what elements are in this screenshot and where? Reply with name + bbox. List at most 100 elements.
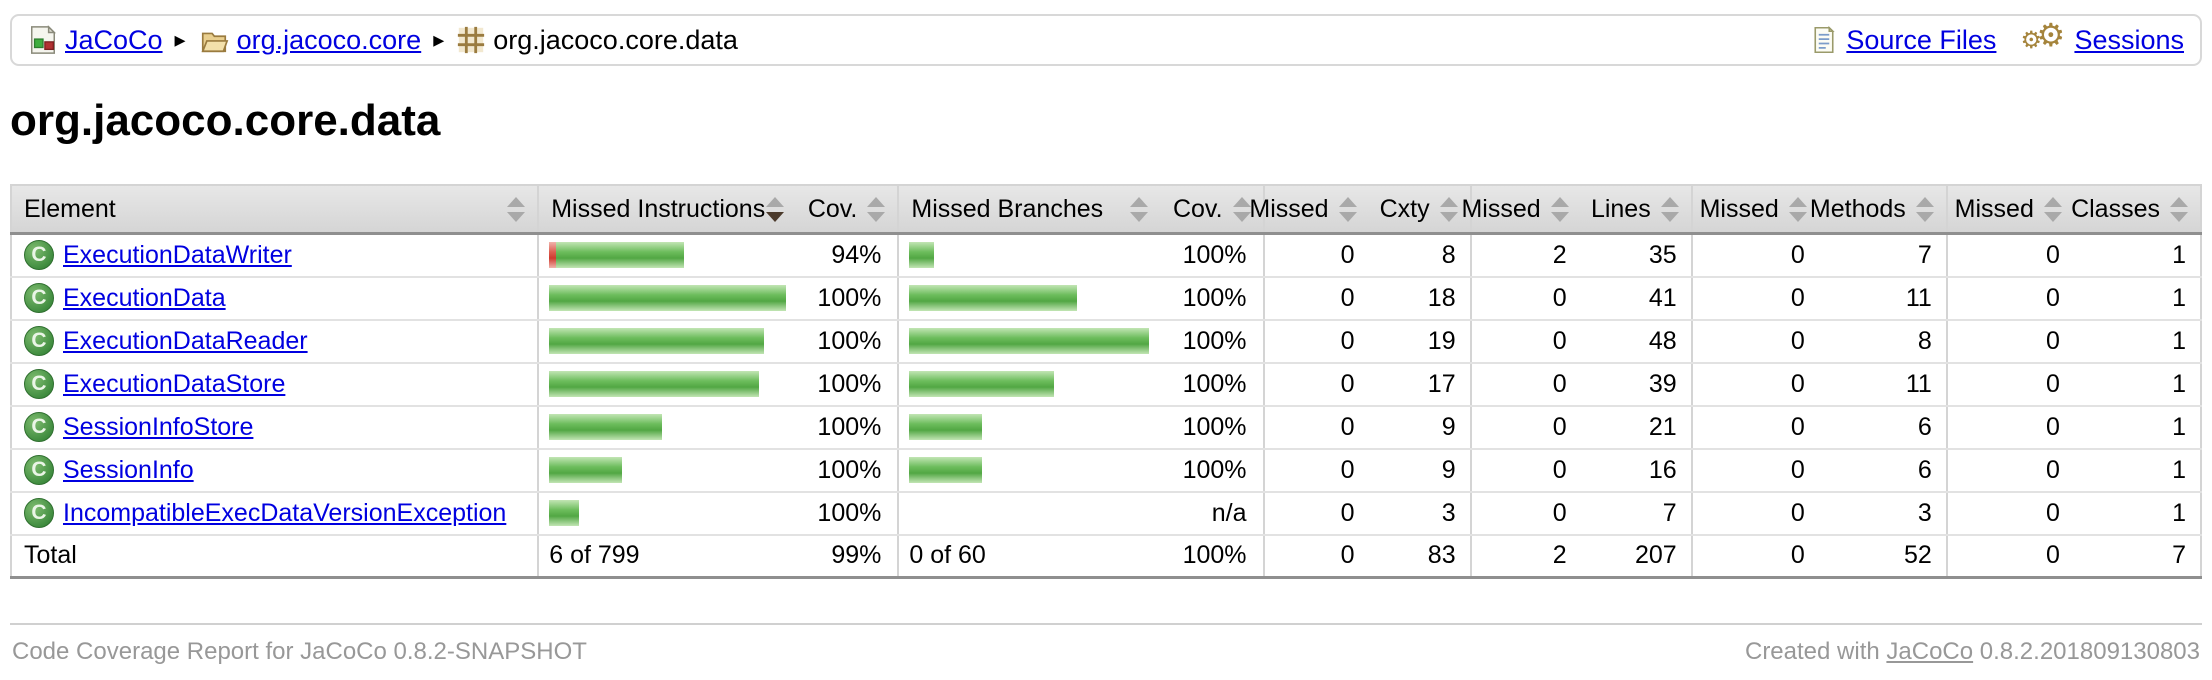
classes: 1	[2073, 319, 2201, 364]
instructions-bar	[537, 276, 797, 321]
branch-coverage: 100%	[1160, 233, 1264, 278]
class-link[interactable]: SessionInfoStore	[63, 412, 254, 441]
lines: 41	[1580, 276, 1692, 321]
column-header-classes[interactable]: Classes	[2071, 185, 2201, 235]
sort-icon	[1130, 196, 1149, 222]
footer-created-prefix: Created with	[1744, 638, 1887, 665]
missed-lines: 2	[1469, 233, 1581, 278]
column-label: Lines	[1590, 194, 1651, 223]
class-icon: C	[24, 240, 54, 271]
methods: 6	[1818, 448, 1947, 493]
column-label: Missed	[1461, 194, 1541, 223]
class-icon: C	[24, 498, 54, 528]
instructions-bar	[537, 319, 797, 364]
sort-icon	[1788, 196, 1807, 222]
missed-cxty: 0	[1262, 276, 1369, 321]
sessions-link[interactable]: Sessions	[2074, 24, 2184, 55]
column-header-methods[interactable]: Methods	[1810, 185, 1947, 235]
column-header-missed-branches[interactable]: Missed Branches	[897, 185, 1161, 235]
methods: 6	[1818, 405, 1947, 450]
missed-lines: 0	[1469, 362, 1581, 407]
column-label: Missed Instructions	[551, 194, 766, 223]
column-label: Missed	[1954, 194, 2034, 223]
class-link[interactable]: ExecutionDataWriter	[63, 240, 292, 269]
column-header-missed-instructions[interactable]: Missed Instructions	[537, 185, 797, 235]
missed-cxty: 0	[1262, 491, 1369, 536]
lines: 16	[1580, 448, 1692, 493]
sort-icon	[1338, 196, 1357, 222]
branches-bar	[897, 276, 1161, 321]
instructions-bar	[537, 362, 797, 407]
missed-lines: 0	[1469, 491, 1581, 536]
total-missed-classes: 0	[1945, 533, 2074, 579]
instruction-coverage: 100%	[796, 491, 899, 536]
total-classes: 7	[2073, 533, 2201, 579]
methods: 8	[1818, 319, 1947, 364]
column-label: Classes	[2071, 194, 2160, 223]
total-row: Total 6 of 799 99% 0 of 60 100% 0 83 2 2…	[11, 533, 2201, 579]
total-lines: 207	[1580, 533, 1692, 579]
classes: 1	[2073, 362, 2201, 407]
class-link[interactable]: ExecutionData	[63, 283, 226, 312]
classes: 1	[2073, 233, 2201, 278]
column-header-element[interactable]: Element	[11, 185, 539, 235]
class-link[interactable]: ExecutionDataStore	[63, 369, 286, 398]
sort-icon	[2170, 196, 2188, 222]
footer-jacoco-link[interactable]: JaCoCo	[1886, 638, 1974, 665]
methods: 3	[1818, 491, 1947, 536]
branch-coverage: 100%	[1160, 276, 1264, 321]
breadcrumb-separator-icon: ▸	[174, 27, 186, 52]
missed-cxty: 0	[1262, 362, 1369, 407]
methods: 11	[1818, 362, 1947, 407]
class-link[interactable]: ExecutionDataReader	[63, 326, 308, 355]
class-icon: C	[24, 326, 54, 356]
branches-bar	[897, 233, 1161, 278]
instructions-bar	[537, 448, 797, 493]
column-header-lines[interactable]: Lines	[1580, 185, 1692, 235]
table-header-row: Element Missed Instructions Cov. Missed …	[11, 185, 2201, 235]
column-header-cxty[interactable]: Cxty	[1368, 185, 1471, 235]
column-header-missed-classes[interactable]: Missed	[1945, 185, 2074, 235]
sort-icon	[1660, 196, 1679, 222]
source-files-link[interactable]: Source Files	[1846, 24, 1997, 55]
missed-lines: 0	[1469, 319, 1581, 364]
class-link[interactable]: SessionInfo	[63, 455, 194, 484]
sort-icon	[507, 196, 526, 222]
sort-icon	[1232, 196, 1251, 222]
instruction-coverage: 100%	[796, 405, 899, 450]
column-header-missed-lines[interactable]: Missed	[1461, 185, 1581, 235]
branches-bar	[897, 405, 1161, 450]
sessions-icon: ⚙ ⚙	[2020, 17, 2066, 54]
branches-bar	[897, 319, 1161, 364]
missed-methods: 0	[1690, 448, 1819, 493]
column-header-missed-methods[interactable]: Missed	[1690, 185, 1819, 235]
column-header-missed-cxty[interactable]: Missed	[1249, 185, 1369, 235]
total-label: Total	[11, 533, 539, 579]
missed-classes: 0	[1945, 233, 2074, 278]
table-row: C ExecutionData 100% 100% 0 18 0 41 0 11 …	[11, 276, 2201, 321]
class-link[interactable]: IncompatibleExecDataVersionException	[63, 498, 507, 527]
package-open-icon	[198, 25, 230, 55]
sort-desc-icon	[766, 196, 785, 222]
class-icon: C	[24, 455, 54, 485]
footer-report-title: Code Coverage Report for JaCoCo 0.8.2-SN…	[12, 638, 587, 665]
missed-cxty: 0	[1262, 448, 1369, 493]
class-icon: C	[24, 412, 54, 442]
missed-methods: 0	[1690, 319, 1819, 364]
package-icon	[456, 25, 486, 55]
breadcrumb-link-bundle[interactable]: org.jacoco.core	[236, 24, 422, 55]
breadcrumb-link-jacoco[interactable]: JaCoCo	[65, 24, 163, 55]
column-label: Missed	[1249, 194, 1329, 223]
column-label: Cov.	[807, 194, 858, 223]
instructions-bar	[537, 233, 797, 278]
sort-icon	[867, 196, 886, 222]
table-row: C SessionInfoStore 100% 100% 0 9 0 21 0 6…	[11, 405, 2201, 450]
instruction-coverage: 100%	[796, 448, 899, 493]
missed-methods: 0	[1690, 491, 1819, 536]
table-row: C IncompatibleExecDataVersionException 10…	[11, 491, 2201, 536]
column-header-instruction-coverage[interactable]: Cov.	[796, 185, 899, 235]
column-header-branch-coverage[interactable]: Cov.	[1160, 185, 1264, 235]
branch-coverage: 100%	[1160, 405, 1264, 450]
lines: 35	[1580, 233, 1692, 278]
total-instruction-coverage: 99%	[796, 533, 899, 579]
